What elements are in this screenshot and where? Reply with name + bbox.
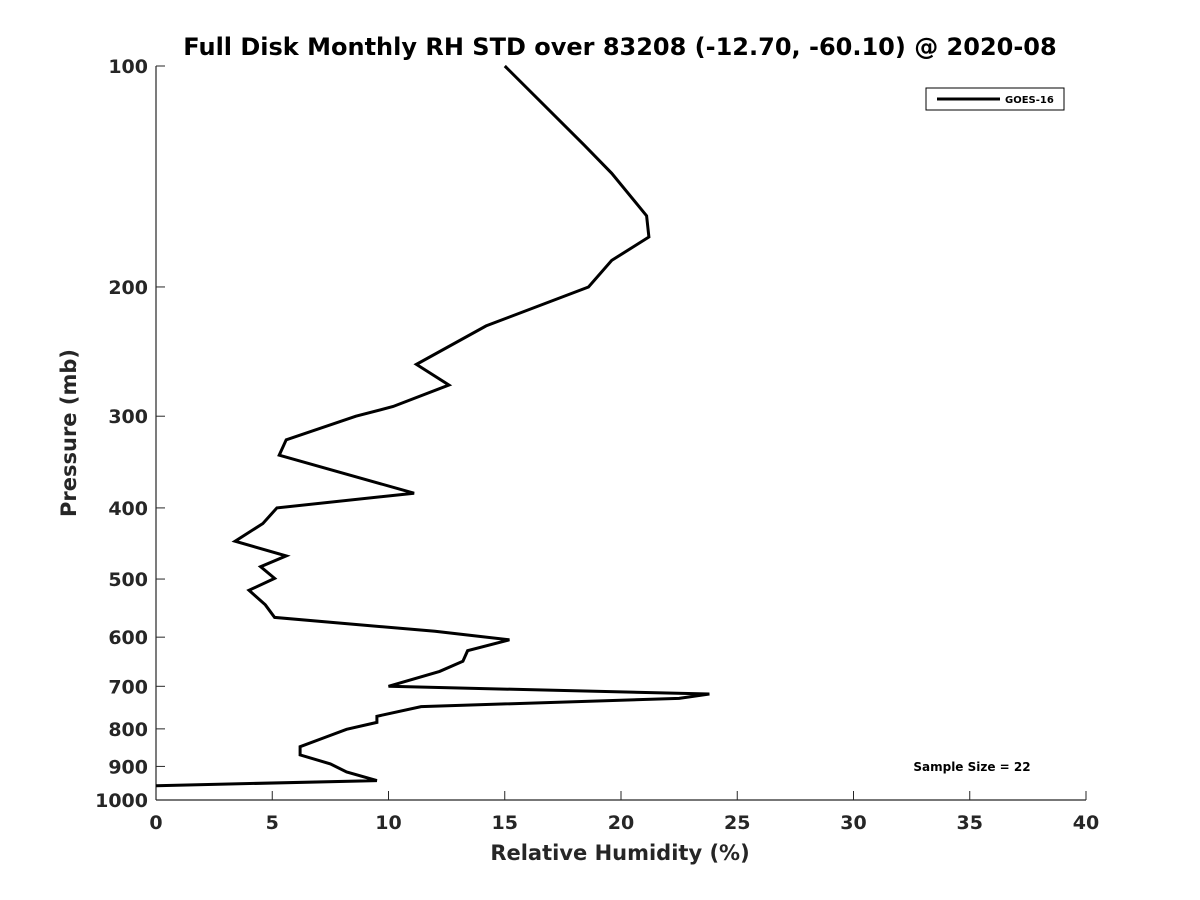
y-tick-label: 700 <box>108 676 148 698</box>
legend: GOES-16 <box>925 87 1065 111</box>
legend-label: GOES-16 <box>1005 95 1054 106</box>
y-tick-label: 800 <box>108 719 148 741</box>
y-tick-label: 500 <box>108 569 148 591</box>
x-tick-label: 0 <box>149 812 162 834</box>
y-tick-label: 300 <box>108 406 148 428</box>
x-tick-label: 35 <box>957 812 983 834</box>
x-tick-label: 30 <box>840 812 866 834</box>
x-axis-label: Relative Humidity (%) <box>490 841 749 865</box>
chart-title: Full Disk Monthly RH STD over 83208 (-12… <box>183 33 1056 61</box>
y-axis-ticks: 100 200 300 400 500 600 700 800 900 1000 <box>95 56 165 812</box>
sample-size-annotation: Sample Size = 22 <box>913 760 1030 774</box>
x-tick-label: 25 <box>724 812 750 834</box>
x-tick-label: 15 <box>492 812 518 834</box>
y-tick-label: 100 <box>108 56 148 78</box>
x-tick-label: 20 <box>608 812 634 834</box>
y-tick-label: 600 <box>108 627 148 649</box>
y-tick-label: 1000 <box>95 790 148 812</box>
x-tick-label: 40 <box>1073 812 1099 834</box>
x-tick-label: 5 <box>266 812 279 834</box>
y-axis-label: Pressure (mb) <box>57 349 81 517</box>
series-layer <box>155 64 710 788</box>
y-tick-label: 200 <box>108 277 148 299</box>
y-tick-label: 900 <box>108 756 148 778</box>
x-axis-ticks: 0 5 10 15 20 25 30 35 40 <box>149 791 1099 834</box>
series-line-goes-16 <box>155 64 710 788</box>
x-tick-label: 10 <box>375 812 401 834</box>
y-tick-label: 400 <box>108 498 148 520</box>
